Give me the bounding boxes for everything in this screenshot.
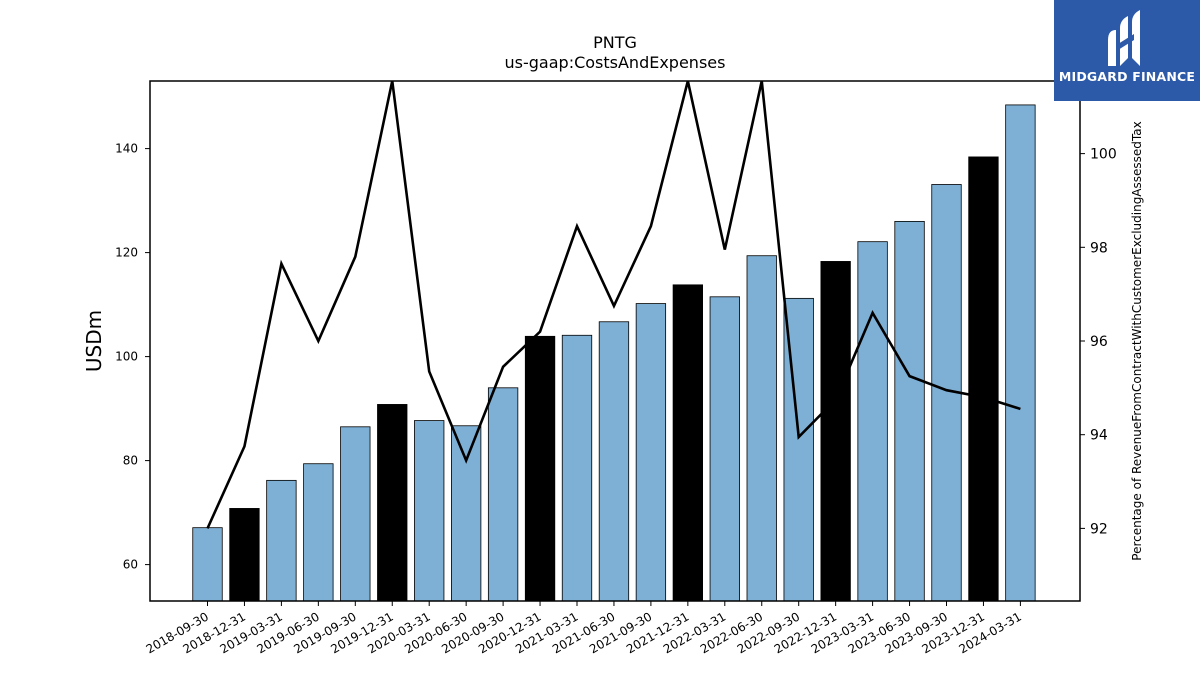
y2-axis-label: Percentage of RevenueFromContractWithCus… [1130, 121, 1144, 560]
y-axis-label: USDm [82, 310, 106, 372]
chart-title: PNTG [593, 33, 637, 52]
bar-2019-03-31 [266, 479, 297, 602]
bar-2024-03-31 [1005, 104, 1036, 602]
percentage-line [206, 81, 1021, 529]
bar-2020-09-30 [487, 387, 519, 602]
bar-2022-12-31 [820, 261, 851, 602]
bar-2021-03-31 [561, 334, 593, 602]
brand-name: MIDGARD FINANCE [1058, 69, 1196, 84]
line-group [206, 81, 1021, 529]
bar-2018-12-31 [229, 508, 260, 602]
bar-2019-12-31 [377, 404, 408, 602]
bar-2022-06-30 [746, 255, 777, 602]
bar-2023-06-30 [894, 220, 925, 602]
y2-tick-label: 96 [1090, 334, 1108, 350]
bar-2019-06-30 [303, 463, 334, 602]
brand-logo: MIDGARD FINANCE [1054, 0, 1200, 101]
y-tick-label: 100 [115, 350, 138, 364]
midgard-logo-icon [1108, 10, 1140, 66]
bar-2023-12-31 [968, 156, 999, 602]
bar-2020-03-31 [414, 420, 445, 602]
bars-group [192, 104, 1036, 602]
bar-2020-06-30 [450, 425, 482, 602]
bar-2021-06-30 [598, 321, 630, 602]
bar-2022-03-31 [709, 296, 740, 602]
bar-2019-09-30 [340, 426, 371, 602]
y2-tick-label: 98 [1090, 240, 1108, 256]
bar-2020-12-31 [524, 335, 556, 602]
y-tick-label: 60 [123, 558, 138, 572]
bar-2023-03-31 [857, 241, 888, 602]
chart-subtitle: us-gaap:CostsAndExpenses [505, 53, 726, 72]
bar-2018-09-30 [192, 527, 223, 602]
bar-2021-12-31 [672, 284, 703, 602]
bar-2021-09-30 [635, 303, 667, 602]
y2-tick-label: 94 [1090, 428, 1108, 444]
y2-tick-label: 100 [1090, 147, 1117, 163]
y2-tick-label: 92 [1090, 521, 1108, 537]
y-tick-label: 80 [123, 454, 138, 468]
y-tick-label: 120 [115, 246, 138, 260]
y-tick-label: 140 [115, 142, 138, 156]
